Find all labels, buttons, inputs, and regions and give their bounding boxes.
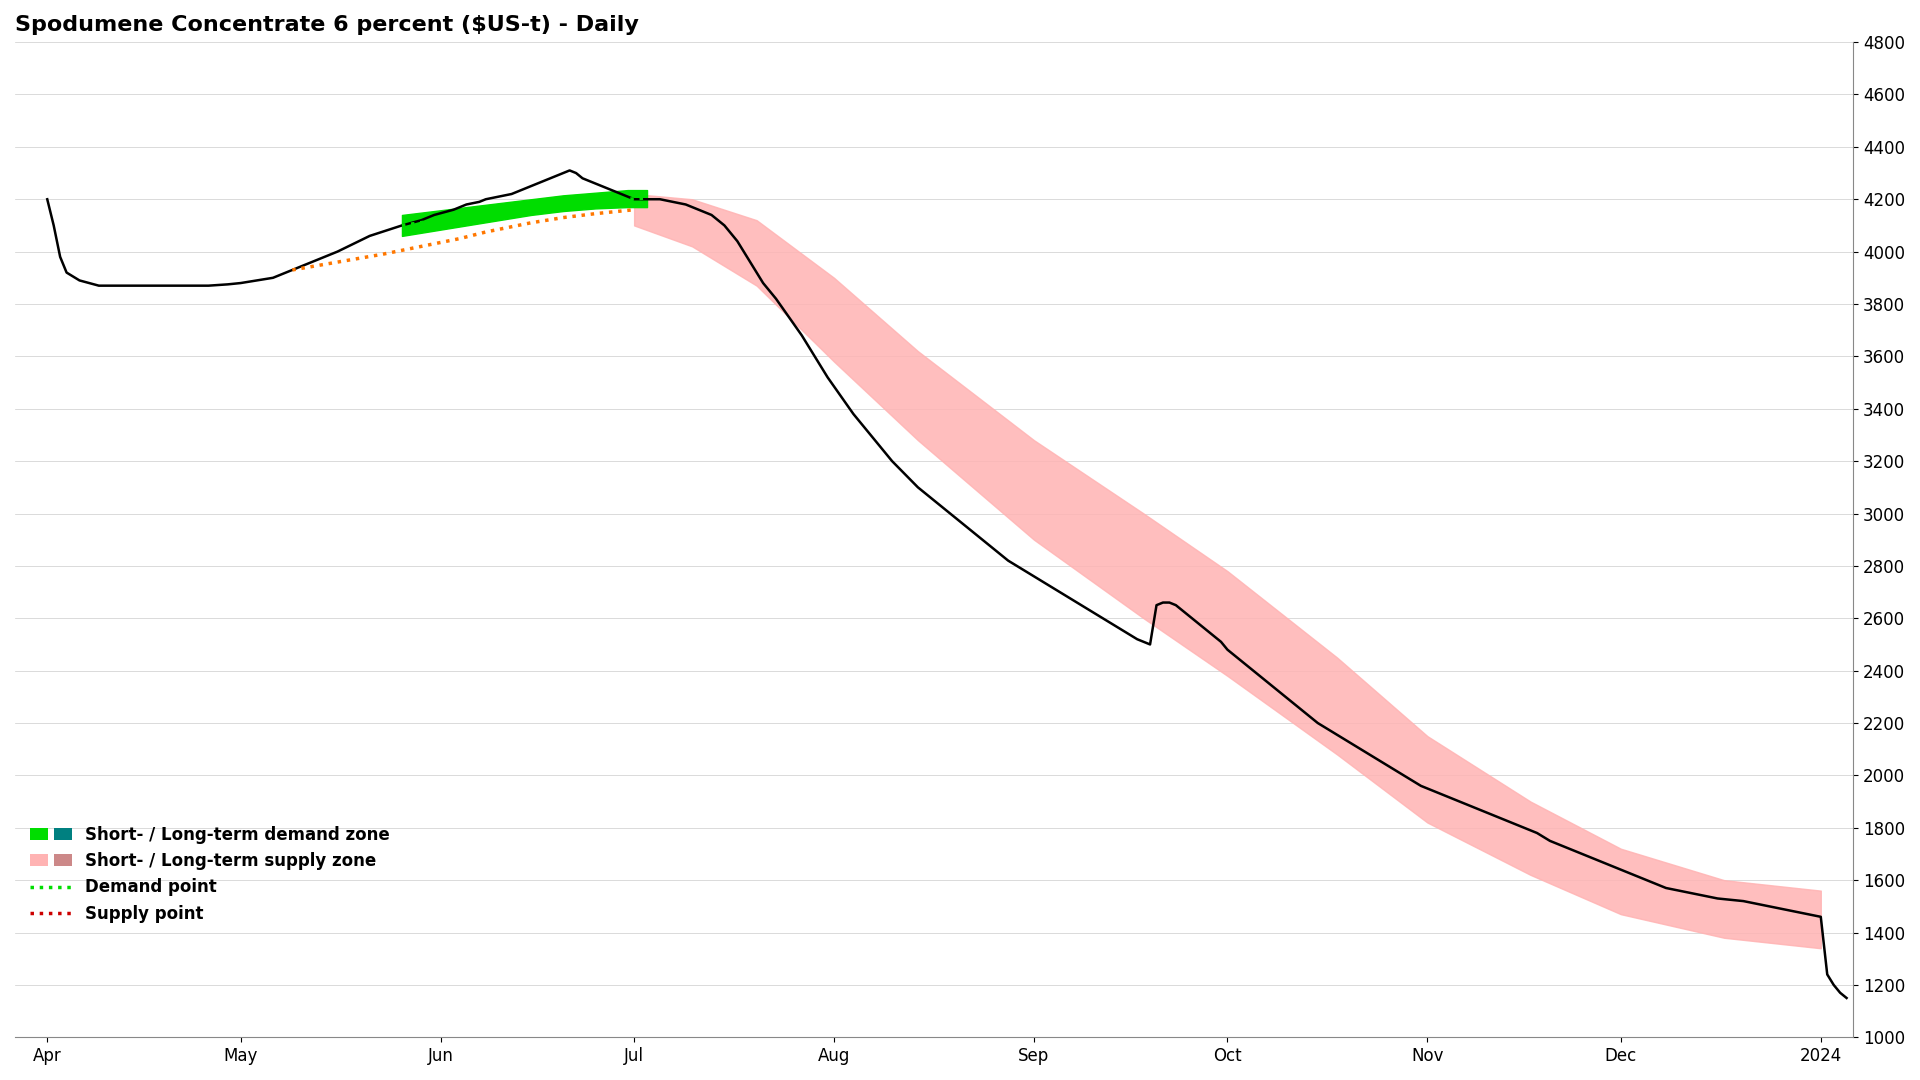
Text: Spodumene Concentrate 6 percent ($US-t) - Daily: Spodumene Concentrate 6 percent ($US-t) … [15, 15, 639, 35]
Legend: Short- / Long-term demand zone, Short- / Long-term supply zone, Demand point, Su: Short- / Long-term demand zone, Short- /… [23, 819, 396, 930]
